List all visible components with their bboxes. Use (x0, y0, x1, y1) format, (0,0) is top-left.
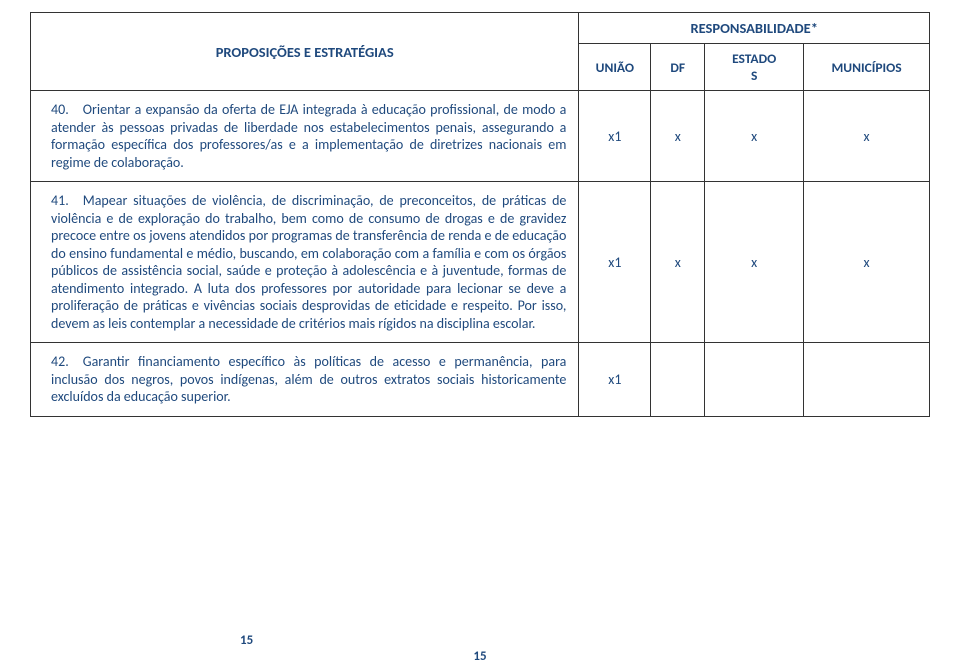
item-text: Garantir financiamento específico às pol… (51, 353, 566, 405)
mark-df: x (651, 91, 705, 182)
page-number-inner: 15 (240, 633, 253, 648)
mark-estados: x (705, 182, 804, 343)
table-row: 40. Orientar a expansão da oferta de EJA… (31, 91, 930, 182)
proposicoes-table: PROPOSIÇÕES E ESTRATÉGIAS RESPONSABILIDA… (30, 12, 930, 417)
page-number: 15 (0, 649, 960, 664)
proposicao-cell: 40. Orientar a expansão da oferta de EJA… (31, 91, 579, 182)
item-text: Orientar a expansão da oferta de EJA int… (51, 101, 566, 171)
proposicao-cell: 42. Garantir financiamento específico às… (31, 343, 579, 417)
mark-uniao: x1 (579, 91, 651, 182)
header-uniao: UNIÃO (579, 44, 651, 91)
mark-df: x (651, 182, 705, 343)
table-header: PROPOSIÇÕES E ESTRATÉGIAS RESPONSABILIDA… (31, 13, 930, 91)
mark-municipios (804, 343, 930, 417)
mark-uniao: x1 (579, 182, 651, 343)
proposicao-cell: 41. Mapear situações de violência, de di… (31, 182, 579, 343)
mark-uniao: x1 (579, 343, 651, 417)
item-number: 40. (51, 101, 83, 118)
mark-df (651, 343, 705, 417)
mark-estados: x (705, 91, 804, 182)
header-municipios: MUNICÍPIOS (804, 44, 930, 91)
mark-estados (705, 343, 804, 417)
mark-municipios: x (804, 182, 930, 343)
item-number: 42. (51, 353, 83, 370)
table-row: 42. Garantir financiamento específico às… (31, 343, 930, 417)
header-estados: ESTADOS (705, 44, 804, 91)
mark-municipios: x (804, 91, 930, 182)
table-row: 41. Mapear situações de violência, de di… (31, 182, 930, 343)
header-proposicoes: PROPOSIÇÕES E ESTRATÉGIAS (31, 13, 579, 91)
table-body: 40. Orientar a expansão da oferta de EJA… (31, 91, 930, 417)
header-responsabilidade: RESPONSABILIDADE* (579, 13, 930, 44)
header-df: DF (651, 44, 705, 91)
item-number: 41. (51, 192, 83, 209)
